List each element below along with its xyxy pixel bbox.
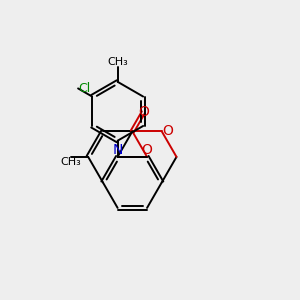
Text: N: N bbox=[112, 143, 123, 157]
Text: O: O bbox=[142, 143, 152, 157]
Text: O: O bbox=[162, 124, 173, 138]
Text: CH₃: CH₃ bbox=[107, 57, 128, 67]
Text: Cl: Cl bbox=[78, 82, 90, 95]
Text: CH₃: CH₃ bbox=[60, 157, 81, 167]
Text: O: O bbox=[138, 105, 149, 119]
